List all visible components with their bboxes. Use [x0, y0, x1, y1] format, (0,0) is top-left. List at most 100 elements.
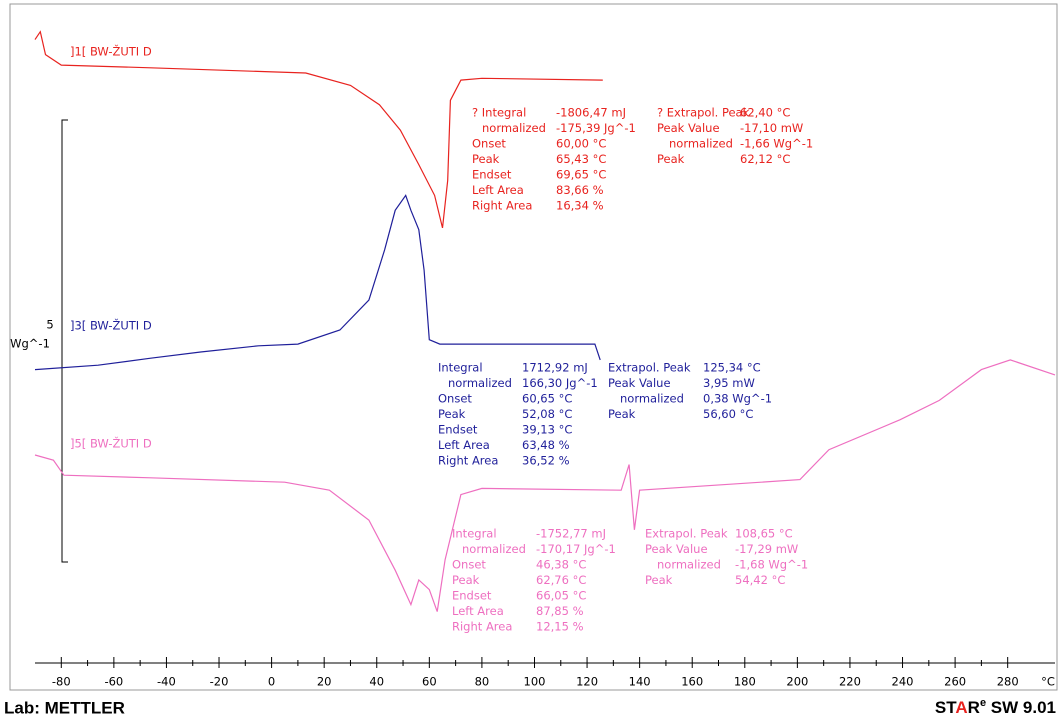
- result-value: 16,34 %: [556, 199, 604, 213]
- x-tick-label: 220: [839, 675, 861, 689]
- result-value: -1806,47 mJ: [556, 106, 626, 120]
- result-label: Peak Value: [645, 542, 708, 556]
- result-value: 62,40 °C: [740, 106, 790, 120]
- result-label: Right Area: [438, 454, 498, 468]
- result-label: Peak: [657, 152, 685, 166]
- result-value: 56,60 °C: [703, 407, 753, 421]
- result-value: 46,38 °C: [536, 558, 586, 572]
- result-label: Peak Value: [608, 376, 671, 390]
- result-value: 0,38 Wg^-1: [703, 392, 772, 406]
- curve-label: ]3[ BW-ŽUTI D: [70, 318, 152, 333]
- sw-part: ST: [935, 698, 957, 717]
- result-label: Onset: [472, 137, 506, 151]
- scale-value: 5: [46, 318, 53, 332]
- result-value: 1712,92 mJ: [522, 361, 588, 375]
- result-label: Onset: [438, 392, 472, 406]
- result-label: Peak: [472, 152, 500, 166]
- result-label: Endset: [438, 423, 478, 437]
- x-tick-label: 240: [892, 675, 914, 689]
- result-label: ? Extrapol. Peak: [657, 106, 750, 120]
- result-value: 65,43 °C: [556, 152, 606, 166]
- result-label: Left Area: [452, 604, 504, 618]
- result-label: normalized: [462, 542, 526, 556]
- result-value: 125,34 °C: [703, 361, 761, 375]
- result-label: Left Area: [472, 183, 524, 197]
- x-tick-label: 160: [681, 675, 703, 689]
- result-value: 52,08 °C: [522, 407, 572, 421]
- result-value: 83,66 %: [556, 183, 604, 197]
- result-value: -17,29 mW: [735, 542, 798, 556]
- x-tick-label: 0: [268, 675, 275, 689]
- result-label: Extrapol. Peak: [608, 361, 691, 375]
- result-value: 69,65 °C: [556, 168, 606, 182]
- x-tick-label: -60: [104, 675, 123, 689]
- curve-label: ]1[ BW-ŽUTI D: [70, 44, 152, 59]
- x-tick-label: 140: [629, 675, 651, 689]
- result-value: 62,76 °C: [536, 573, 586, 587]
- lab-label: Lab: METTLER: [4, 698, 125, 717]
- result-label: Right Area: [452, 620, 512, 634]
- curve: [34, 359, 1056, 612]
- curve: [34, 194, 601, 371]
- result-label: normalized: [657, 558, 721, 572]
- result-label: Extrapol. Peak: [645, 527, 728, 541]
- result-value: 62,12 °C: [740, 152, 790, 166]
- scale-bar: [61, 119, 68, 563]
- result-label: normalized: [620, 392, 684, 406]
- frame: [9, 3, 1058, 691]
- curve-label: ]5[ BW-ŽUTI D: [70, 436, 152, 451]
- result-value: 60,65 °C: [522, 392, 572, 406]
- x-tick-label: 200: [786, 675, 808, 689]
- x-tick-label: 40: [369, 675, 384, 689]
- result-value: 12,15 %: [536, 620, 584, 634]
- result-label: normalized: [482, 121, 546, 135]
- result-label: Peak Value: [657, 121, 720, 135]
- result-label: normalized: [669, 137, 733, 151]
- result-label: Integral: [438, 361, 483, 375]
- scale-unit: Wg^-1: [10, 337, 50, 351]
- result-value: 66,05 °C: [536, 589, 586, 603]
- x-unit: °C: [1041, 675, 1055, 689]
- result-value: 108,65 °C: [735, 527, 793, 541]
- result-value: 36,52 %: [522, 454, 570, 468]
- x-tick-label: 280: [997, 675, 1019, 689]
- result-value: -1,66 Wg^-1: [740, 137, 813, 151]
- result-value: -1,68 Wg^-1: [735, 558, 808, 572]
- x-tick-label: 120: [576, 675, 598, 689]
- x-tick-label: 20: [317, 675, 332, 689]
- result-label: Peak: [645, 573, 673, 587]
- result-value: 60,00 °C: [556, 137, 606, 151]
- result-label: ? Integral: [472, 106, 526, 120]
- software-label: STARe SW 9.01: [935, 697, 1056, 718]
- result-label: Endset: [472, 168, 512, 182]
- result-value: 39,13 °C: [522, 423, 572, 437]
- result-value: 63,48 %: [522, 438, 570, 452]
- result-value: -1752,77 mJ: [536, 527, 606, 541]
- x-tick-label: -20: [210, 675, 229, 689]
- sw-part: SW 9.01: [986, 698, 1056, 717]
- result-value: -17,10 mW: [740, 121, 803, 135]
- sw-part: e: [980, 697, 986, 709]
- result-label: Left Area: [438, 438, 490, 452]
- x-tick-label: 80: [475, 675, 490, 689]
- result-label: Peak: [452, 573, 480, 587]
- x-tick-label: 100: [524, 675, 546, 689]
- result-label: Endset: [452, 589, 492, 603]
- result-label: Onset: [452, 558, 486, 572]
- sw-part: R: [968, 698, 980, 717]
- result-value: 87,85 %: [536, 604, 584, 618]
- result-label: Peak: [438, 407, 466, 421]
- result-value: -175,39 Jg^-1: [556, 121, 636, 135]
- result-label: Right Area: [472, 199, 532, 213]
- result-value: -170,17 Jg^-1: [536, 542, 616, 556]
- x-tick-label: 260: [944, 675, 966, 689]
- result-label: Integral: [452, 527, 497, 541]
- curve: [34, 30, 603, 229]
- result-value: 54,42 °C: [735, 573, 785, 587]
- x-tick-label: 180: [734, 675, 756, 689]
- x-tick-label: -40: [157, 675, 176, 689]
- x-tick-label: -80: [52, 675, 71, 689]
- result-value: 3,95 mW: [703, 376, 755, 390]
- result-value: 166,30 Jg^-1: [522, 376, 598, 390]
